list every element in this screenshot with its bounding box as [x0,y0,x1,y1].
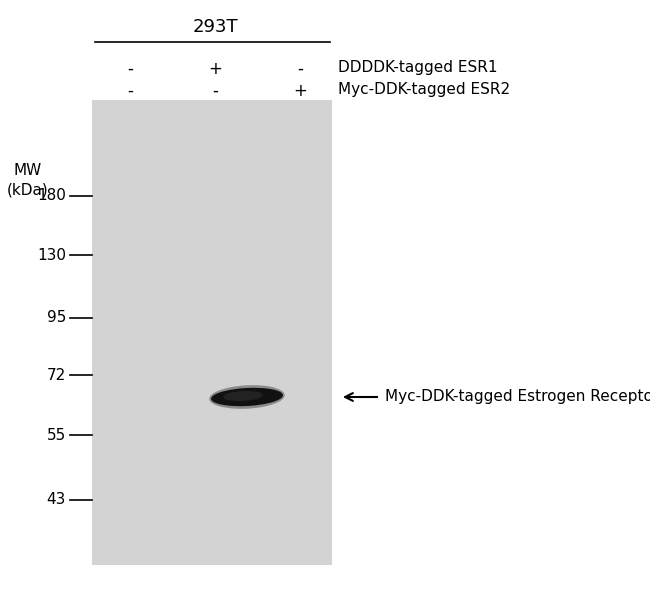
Text: 55: 55 [47,427,66,442]
Text: -: - [127,60,133,78]
Text: 95: 95 [47,310,66,325]
Text: MW
(kDa): MW (kDa) [7,163,49,198]
Text: -: - [212,82,218,100]
Ellipse shape [209,385,285,409]
Text: +: + [208,60,222,78]
Text: 130: 130 [37,248,66,263]
Text: Myc-DDK-tagged Estrogen Receptor beta: Myc-DDK-tagged Estrogen Receptor beta [385,389,650,405]
Text: 180: 180 [37,189,66,204]
Text: -: - [127,82,133,100]
Bar [92,100,332,565]
Ellipse shape [223,391,263,401]
Text: +: + [293,82,307,100]
Text: 72: 72 [47,368,66,383]
Text: 43: 43 [47,493,66,507]
Text: 293T: 293T [192,18,238,36]
Ellipse shape [211,388,283,406]
Text: -: - [297,60,303,78]
Text: Myc-DDK-tagged ESR2: Myc-DDK-tagged ESR2 [338,82,510,97]
Text: DDDDK-tagged ESR1: DDDDK-tagged ESR1 [338,60,497,75]
